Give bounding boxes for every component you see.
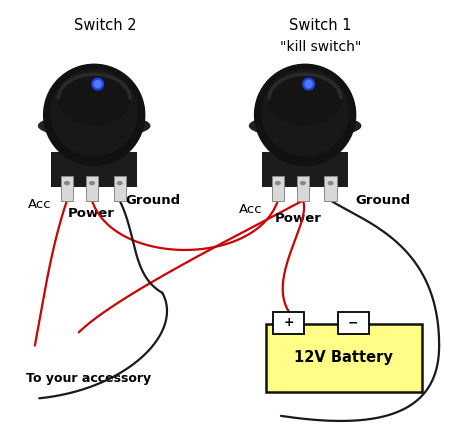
Text: Switch 1: Switch 1 [289,18,352,33]
Circle shape [51,69,137,156]
Text: Power: Power [68,207,115,220]
Ellipse shape [249,114,361,137]
FancyBboxPatch shape [61,176,73,201]
FancyBboxPatch shape [273,312,304,334]
Circle shape [44,64,145,166]
Ellipse shape [89,181,95,185]
Text: 12V Battery: 12V Battery [294,350,393,365]
Text: Acc: Acc [239,203,263,216]
FancyBboxPatch shape [265,324,421,392]
Text: To your accessory: To your accessory [26,372,151,385]
Text: Ground: Ground [356,194,411,207]
FancyBboxPatch shape [86,176,98,201]
Circle shape [262,69,348,156]
FancyBboxPatch shape [297,176,309,201]
Ellipse shape [117,181,123,185]
Ellipse shape [58,74,130,125]
Text: Ground: Ground [125,194,180,207]
FancyBboxPatch shape [338,312,369,334]
Ellipse shape [300,181,306,185]
Text: +: + [283,316,294,329]
Circle shape [303,78,314,90]
FancyBboxPatch shape [324,176,337,201]
Ellipse shape [64,181,70,185]
FancyBboxPatch shape [113,176,126,201]
Ellipse shape [269,74,341,125]
Text: Power: Power [274,211,321,225]
Text: −: − [348,316,359,329]
Circle shape [255,64,356,166]
Circle shape [92,78,103,90]
Ellipse shape [328,181,334,185]
Ellipse shape [38,114,150,137]
FancyBboxPatch shape [262,152,348,187]
Text: "kill switch": "kill switch" [280,40,361,54]
Circle shape [94,81,101,88]
Ellipse shape [275,181,281,185]
FancyBboxPatch shape [272,176,284,201]
Circle shape [305,81,312,88]
FancyBboxPatch shape [51,152,137,187]
Text: Switch 2: Switch 2 [74,18,137,33]
Text: Acc: Acc [28,198,52,211]
